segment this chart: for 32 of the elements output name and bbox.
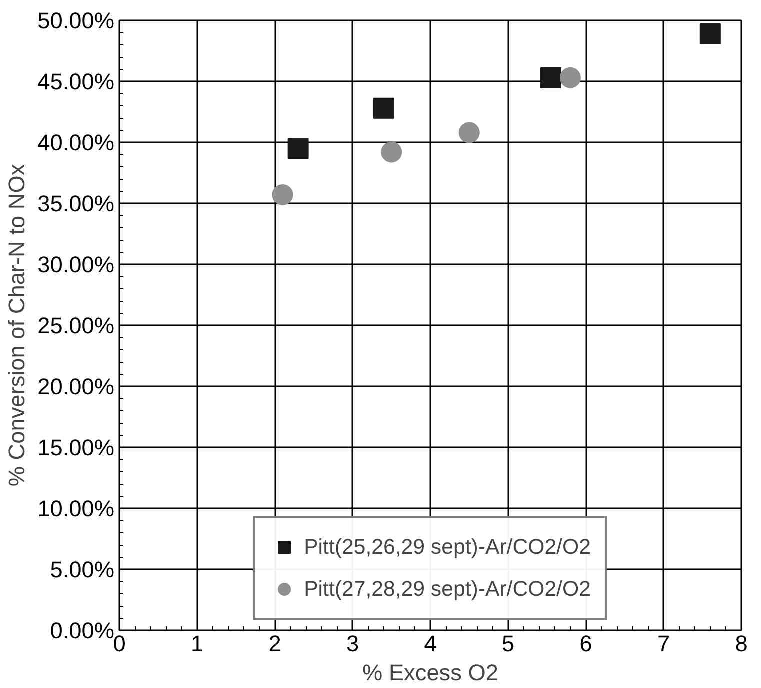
y-tick-label: 35.00%	[38, 190, 115, 216]
x-tick-label: 7	[657, 630, 670, 656]
point	[288, 138, 309, 160]
point	[540, 67, 562, 88]
y-tick-label: 5.00%	[50, 556, 115, 582]
y-tick-label: 40.00%	[38, 130, 115, 156]
legend-label: Pitt(25,26,29 sept)-Ar/CO2/O2	[304, 534, 591, 560]
y-tick-label: 30.00%	[38, 252, 115, 278]
point	[373, 98, 394, 119]
x-tick-label: 6	[580, 630, 592, 656]
point	[560, 67, 581, 88]
x-tick-label: 5	[502, 630, 515, 656]
y-tick-label: 50.00%	[38, 8, 115, 34]
y-tick-label: 25.00%	[38, 312, 115, 338]
y-tick-label: 15.00%	[38, 434, 115, 460]
point	[381, 142, 402, 163]
y-axis-title: % Conversion of Char-N to NOx	[4, 164, 30, 487]
x-axis-title: % Excess O2	[362, 660, 498, 686]
legend-label: Pitt(27,28,29 sept)-Ar/CO2/O2	[304, 576, 591, 602]
y-tick-label: 0.00%	[50, 618, 115, 644]
x-tick-label: 1	[190, 630, 204, 656]
point	[272, 184, 294, 206]
x-tick-label: 8	[735, 630, 748, 656]
x-tick-label: 2	[268, 630, 282, 656]
y-tick-label: 10.00%	[38, 496, 115, 522]
point	[458, 122, 480, 144]
x-tick-label: 3	[346, 630, 360, 656]
point	[700, 23, 721, 44]
y-tick-label: 45.00%	[38, 68, 115, 94]
x-tick-label: 4	[424, 630, 437, 656]
x-tick-label: 0	[113, 630, 126, 656]
y-tick-label: 20.00%	[38, 374, 115, 400]
